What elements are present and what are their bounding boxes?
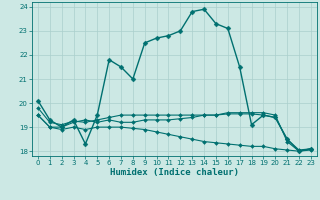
X-axis label: Humidex (Indice chaleur): Humidex (Indice chaleur) — [110, 168, 239, 177]
